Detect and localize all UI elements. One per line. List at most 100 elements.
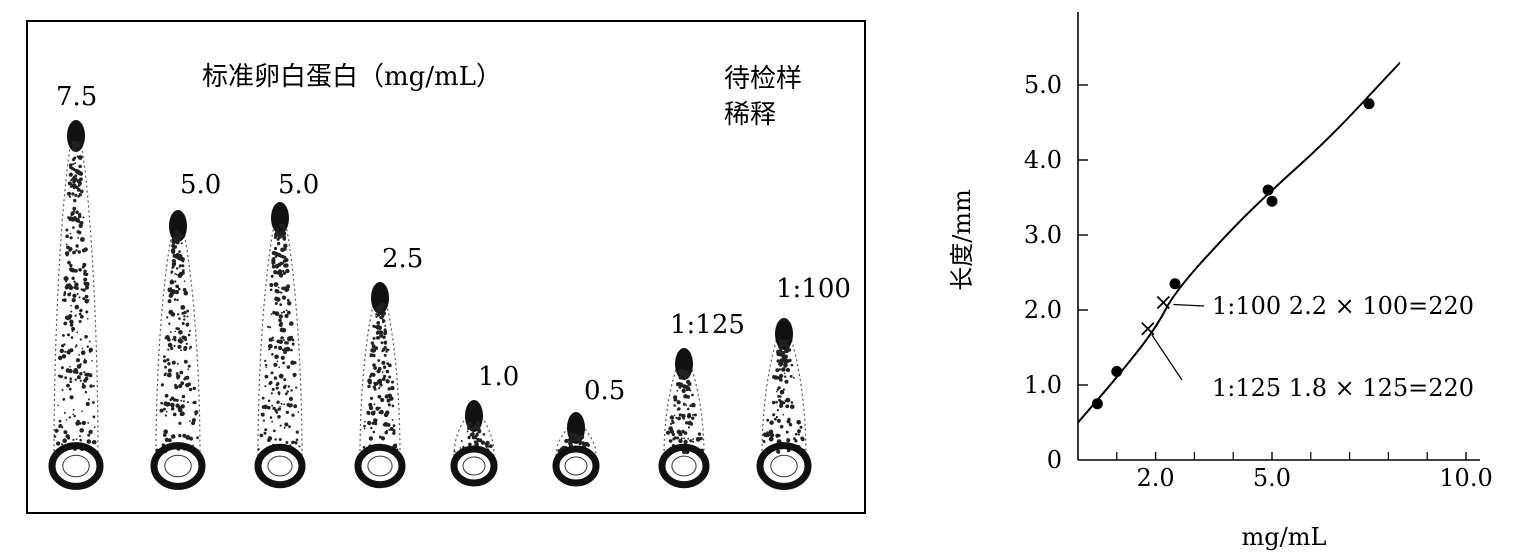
speckle: [278, 345, 283, 351]
speckle: [79, 428, 84, 433]
speckle: [78, 268, 82, 272]
speckle: [81, 384, 86, 389]
speckle: [383, 374, 387, 378]
curve-line: [1077, 61, 1401, 424]
speckle: [71, 192, 75, 196]
speckle: [79, 372, 83, 376]
speckle: [783, 401, 786, 405]
speckle: [682, 384, 687, 389]
speckle: [283, 243, 288, 248]
speckle: [259, 433, 264, 438]
speckle: [71, 298, 76, 303]
speckle: [371, 344, 376, 349]
speckle: [581, 441, 585, 445]
speckle: [453, 450, 456, 453]
speckle: [274, 302, 278, 305]
speckle: [789, 404, 795, 410]
speckle: [268, 438, 271, 442]
speckle: [63, 343, 66, 346]
speckle: [65, 434, 70, 439]
speckle: [287, 385, 291, 388]
speckle: [772, 413, 776, 417]
speckle: [79, 435, 81, 438]
speckle: [385, 369, 390, 374]
speckle: [175, 236, 179, 241]
speckle: [187, 364, 191, 368]
speckle: [92, 401, 95, 404]
speckle: [187, 368, 190, 371]
speckle: [61, 298, 65, 302]
speckle: [274, 296, 279, 302]
speckle: [67, 333, 70, 337]
speckle: [169, 288, 173, 292]
speckle: [69, 263, 73, 268]
speckle: [169, 279, 175, 285]
speckle: [79, 438, 82, 442]
speckle: [278, 393, 281, 396]
speckle: [377, 394, 382, 399]
speckle: [159, 408, 164, 413]
speckle: [64, 350, 67, 353]
rocket-outline: [555, 412, 597, 457]
speckle: [284, 347, 288, 351]
speckle: [785, 404, 790, 409]
speckle: [280, 336, 284, 340]
speckle: [273, 270, 278, 275]
speckle: [72, 206, 77, 211]
speckle: [183, 318, 186, 321]
speckle: [382, 335, 386, 339]
speckle: [687, 437, 690, 440]
speckle: [293, 375, 296, 378]
speckle: [290, 389, 293, 392]
speckle: [280, 291, 283, 294]
speckle: [76, 155, 79, 158]
leader-line: [1151, 334, 1183, 381]
y-tick-label: 0: [1047, 446, 1062, 474]
speckle: [278, 322, 283, 327]
speckle: [175, 372, 179, 375]
speckle: [66, 245, 70, 250]
speckle: [268, 337, 273, 342]
speckle: [72, 226, 75, 229]
speckle: [385, 429, 388, 433]
speckle: [66, 350, 71, 355]
speckle: [74, 304, 80, 310]
speckle: [176, 298, 179, 302]
speckle: [778, 377, 783, 382]
speckle: [470, 427, 475, 431]
speckle: [288, 425, 291, 428]
speckle: [371, 372, 376, 377]
speckle: [676, 436, 680, 440]
speckle: [372, 353, 376, 358]
speckle: [466, 422, 472, 427]
data-points: [1091, 98, 1375, 410]
speckle: [181, 257, 185, 262]
speckle: [78, 171, 84, 176]
speckle: [371, 348, 376, 353]
speckle: [283, 350, 287, 354]
speckle: [171, 266, 174, 269]
sample-well: [354, 443, 406, 489]
speckle: [74, 282, 79, 287]
speckle: [385, 379, 389, 382]
speckle: [192, 386, 196, 391]
speckle: [181, 322, 185, 325]
speckle: [167, 348, 170, 351]
speckle: [75, 358, 81, 363]
speckle: [573, 439, 576, 442]
speckle: [377, 325, 383, 331]
speckle: [775, 415, 779, 419]
speckle: [670, 430, 675, 434]
speckle: [388, 428, 391, 431]
speckle: [56, 441, 61, 446]
speckle: [171, 360, 176, 365]
speckle: [377, 366, 382, 371]
speckle: [69, 216, 72, 219]
speckle: [183, 290, 189, 296]
speckle: [377, 359, 381, 362]
speckle: [797, 433, 800, 436]
speckle: [691, 402, 696, 408]
speckle: [60, 375, 64, 378]
speckle: [274, 255, 278, 258]
speckle: [66, 191, 72, 196]
